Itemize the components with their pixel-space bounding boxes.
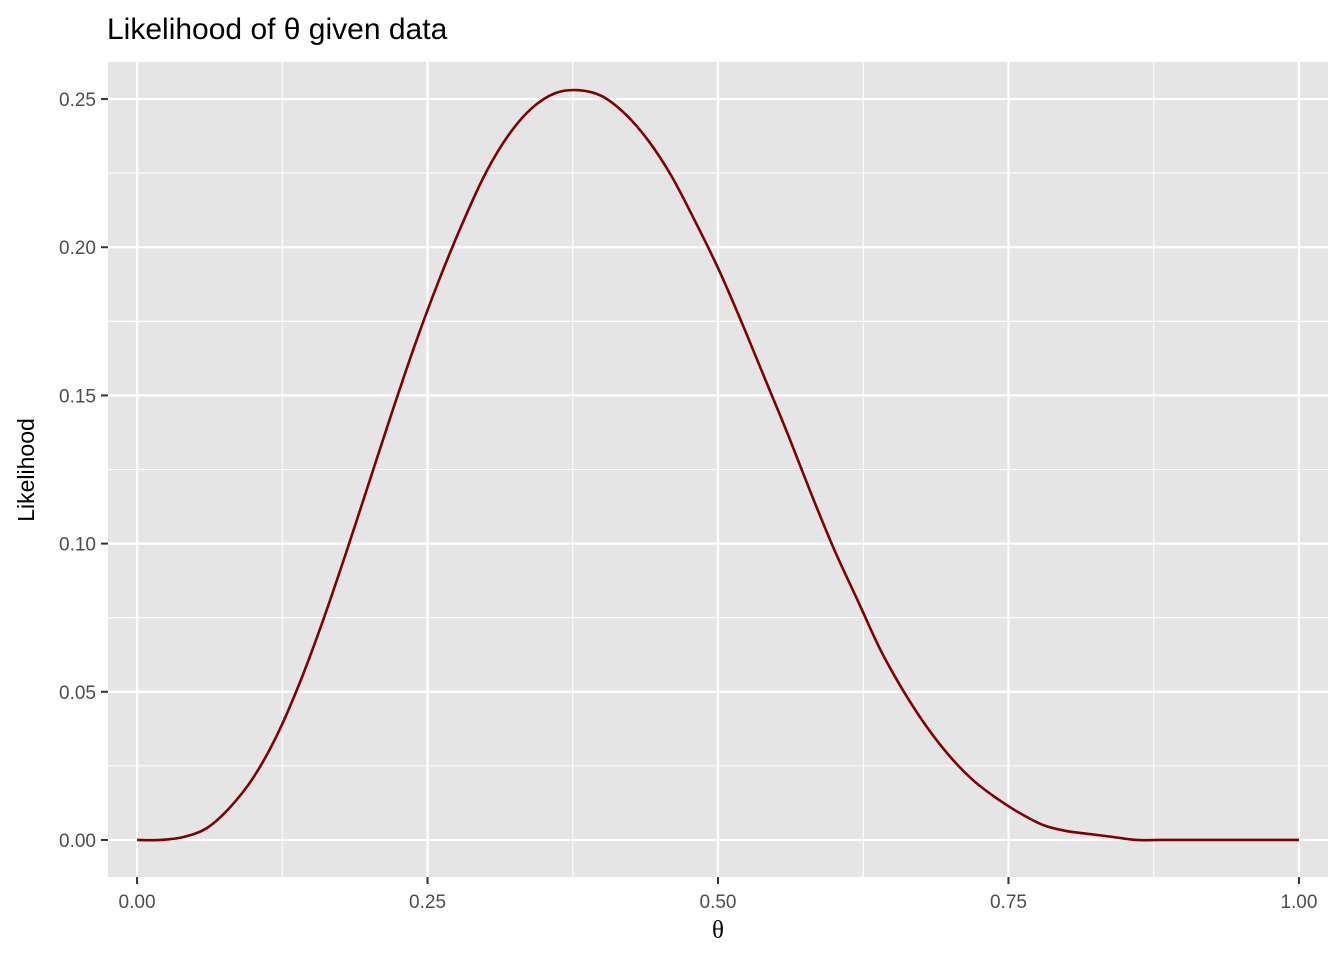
x-tick-label: 0.00 <box>119 892 156 913</box>
x-tick-label: 0.50 <box>700 892 737 913</box>
major-gridlines <box>108 62 1328 877</box>
x-tick-label: 0.75 <box>990 892 1027 913</box>
likelihood-curve <box>137 88 1299 842</box>
y-axis-title: Likelihood <box>13 418 39 522</box>
y-tick-label: 0.25 <box>59 90 96 111</box>
y-tick-label: 0.10 <box>59 535 96 556</box>
y-tick-label: 0.00 <box>59 831 96 852</box>
x-axis-title: θ <box>712 917 724 944</box>
x-tick-label: 0.25 <box>409 892 446 913</box>
y-tick-label: 0.15 <box>59 386 96 407</box>
chart-title: Likelihood of θ given data <box>107 13 448 46</box>
y-axis: 0.00 0.05 0.10 0.15 0.20 0.25 <box>59 90 108 852</box>
x-tick-label: 1.00 <box>1280 892 1317 913</box>
x-axis: 0.00 0.25 0.50 0.75 1.00 <box>119 877 1317 913</box>
y-tick-label: 0.20 <box>59 238 96 259</box>
y-tick-label: 0.05 <box>59 683 96 704</box>
